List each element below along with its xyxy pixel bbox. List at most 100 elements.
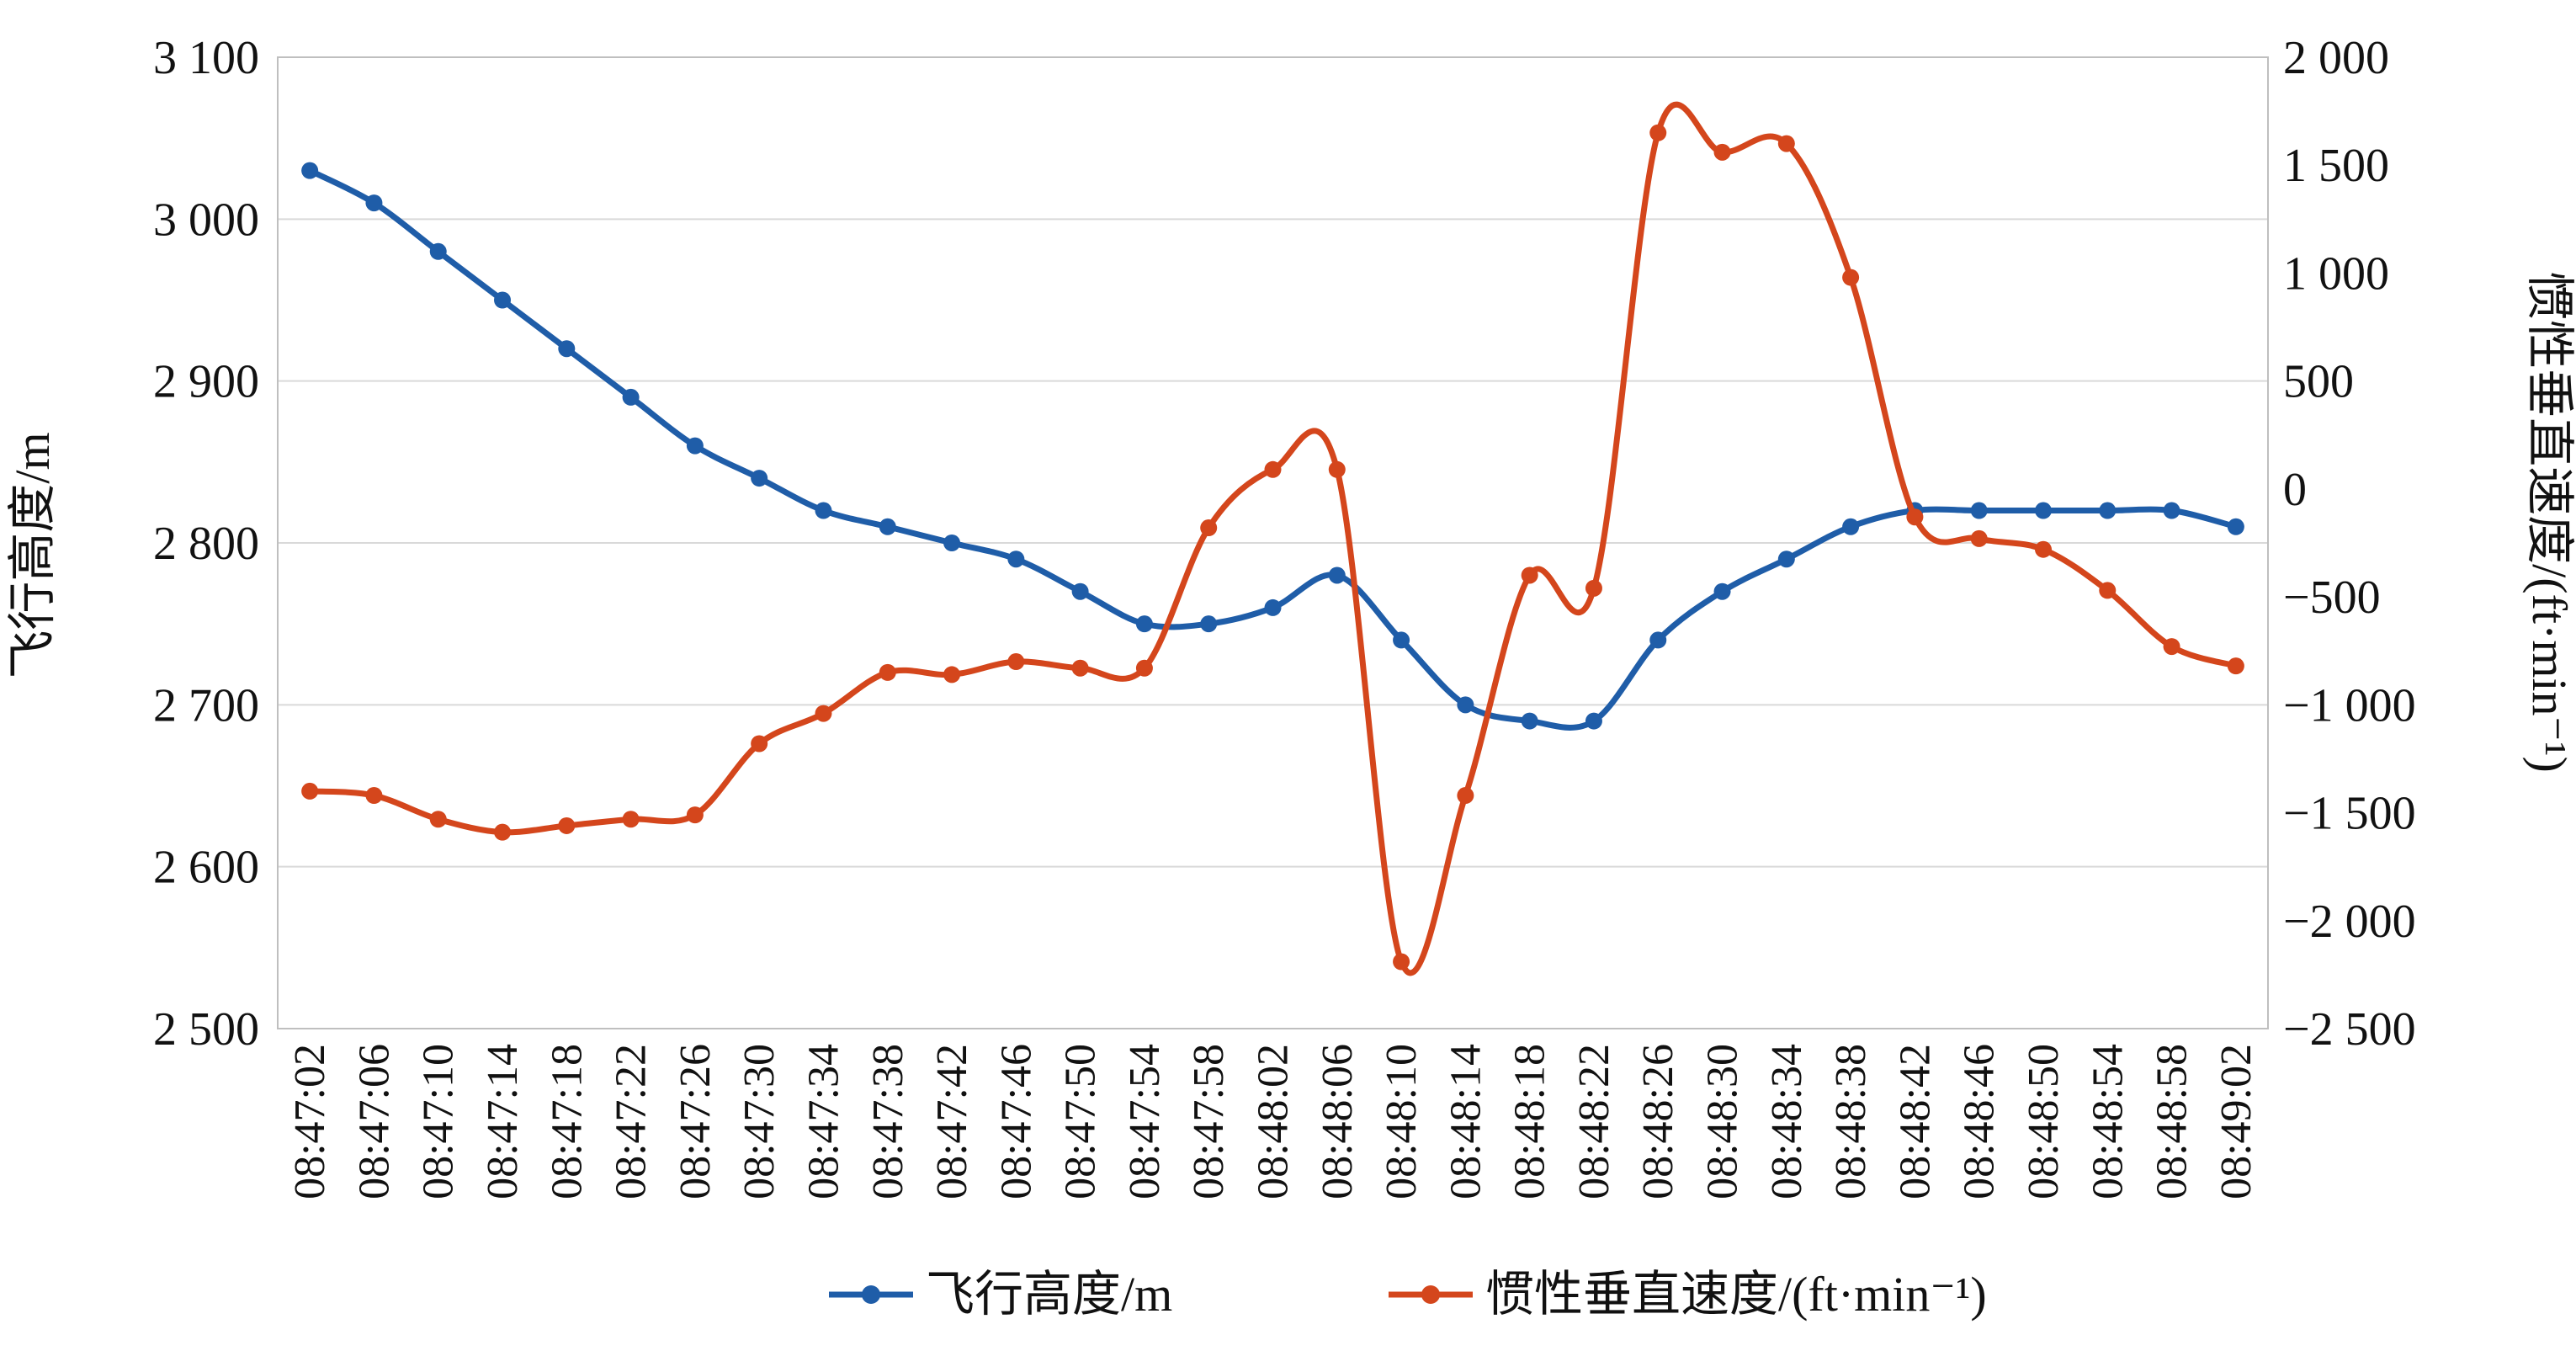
legend-marker-altitude: [862, 1285, 880, 1304]
left-axis-title: 飞行高度/m: [5, 432, 60, 678]
data-point: [622, 388, 640, 406]
right-axis-tick-label: −1 000: [2283, 679, 2416, 731]
data-point: [686, 437, 704, 455]
data-point: [2163, 502, 2180, 519]
data-point: [1457, 696, 1474, 714]
x-axis-tick-label: 08:48:06: [1314, 1044, 1362, 1199]
data-point: [301, 782, 319, 800]
legend-item-vertical-speed: 惯性垂直速度/(ft·min⁻¹): [1389, 1267, 1987, 1322]
left-axis-tick-label: 2 700: [153, 679, 259, 731]
data-point: [1842, 269, 1860, 286]
left-axis-tick-label: 2 500: [153, 1003, 259, 1056]
data-point: [2227, 657, 2244, 675]
series-line-altitude: [306, 168, 2239, 731]
x-axis-tick-label: 08:47:22: [608, 1044, 656, 1199]
x-axis-tick-label: 08:48:58: [2148, 1044, 2196, 1199]
series-line-vertical-speed: [306, 101, 2239, 976]
x-axis-tick-label: 08:47:14: [479, 1044, 527, 1199]
right-axis-tick-label: 1 500: [2283, 140, 2389, 192]
data-point: [1842, 518, 1860, 535]
gridlines: [278, 218, 2268, 868]
data-point: [1777, 135, 1795, 152]
data-point: [429, 811, 447, 828]
x-axis-tick-label: 08:47:06: [350, 1044, 398, 1199]
data-point: [2227, 518, 2244, 535]
data-point: [1970, 502, 1988, 519]
data-point: [1007, 551, 1025, 568]
right-axis-title: 惯性垂直速度/(ft·min⁻¹): [2522, 271, 2576, 773]
x-axis-tick-label: 08:48:30: [1699, 1044, 1747, 1199]
data-point: [686, 806, 704, 824]
legend: 飞行高度/m 惯性垂直速度/(ft·min⁻¹): [829, 1267, 1987, 1322]
data-point: [879, 663, 896, 681]
x-axis-tick-label: 08:47:30: [736, 1044, 783, 1199]
data-point: [1521, 566, 1538, 584]
x-axis-tick-label: 08:47:54: [1121, 1044, 1169, 1199]
x-axis-tick-label: 08:48:34: [1763, 1044, 1811, 1199]
x-axis-tick-label: 08:47:18: [543, 1044, 591, 1199]
data-point: [943, 666, 961, 683]
data-point: [365, 787, 383, 805]
x-axis-tick-label: 08:48:02: [1250, 1044, 1298, 1199]
data-point: [1713, 582, 1731, 600]
data-point: [1457, 787, 1474, 805]
right-axis-tick-label: −2 500: [2283, 1003, 2416, 1056]
data-point: [494, 823, 512, 841]
data-point: [1777, 551, 1795, 568]
left-axis-tick-label: 2 600: [153, 842, 259, 894]
data-point: [2099, 502, 2117, 519]
right-axis-tick-label: −1 500: [2283, 788, 2416, 840]
x-axis-tick-label: 08:47:50: [1057, 1044, 1105, 1199]
series-vertical-speed: [301, 101, 2244, 976]
data-point: [1649, 124, 1667, 141]
x-axis-tick-label: 08:47:34: [799, 1044, 847, 1199]
plot-area-frame: [277, 56, 2269, 1029]
x-axis-tick-label: 08:47:26: [672, 1044, 720, 1199]
x-axis-tick-label: 08:48:18: [1506, 1044, 1554, 1199]
x-axis-tick-label: 08:48:42: [1891, 1044, 1939, 1199]
right-axis-tick-label: 2 000: [2283, 32, 2389, 84]
x-axis-tick-label: 08:47:58: [1185, 1044, 1233, 1199]
series-layer: [301, 101, 2244, 976]
data-point: [751, 735, 768, 753]
left-axis-tick-label: 3 000: [153, 194, 259, 246]
left-axis-tick-labels: 2 500 2 600 2 700 2 800 2 900 3 000 3 100: [153, 32, 259, 1056]
data-point: [1393, 953, 1410, 971]
x-axis-tick-label: 08:48:22: [1570, 1044, 1618, 1199]
data-point: [1135, 615, 1153, 633]
data-point: [815, 705, 832, 722]
data-point: [1713, 143, 1731, 161]
data-point: [1007, 653, 1025, 671]
data-point: [815, 502, 832, 519]
x-axis-tick-label: 08:48:38: [1827, 1044, 1875, 1199]
data-point: [1521, 712, 1538, 730]
data-point: [1906, 508, 1924, 526]
x-axis-tick-label: 08:47:38: [864, 1044, 912, 1199]
data-point: [1393, 631, 1410, 649]
data-point: [558, 340, 576, 358]
legend-item-altitude: 飞行高度/m: [829, 1267, 1172, 1322]
data-point: [1585, 579, 1602, 597]
data-point: [558, 816, 576, 834]
data-point: [1264, 598, 1282, 616]
data-point: [2099, 582, 2117, 599]
data-point: [879, 518, 896, 535]
x-axis-tick-label: 08:48:46: [1956, 1044, 2004, 1199]
data-point: [2163, 638, 2180, 656]
data-point: [365, 194, 383, 212]
x-axis-tick-labels: 08:47:02 08:47:06 08:47:10 08:47:14 08:47:18…: [286, 1044, 2260, 1199]
data-point: [1264, 460, 1282, 478]
left-axis-tick-label: 2 800: [153, 518, 259, 570]
right-axis-tick-label: 0: [2283, 464, 2307, 516]
x-axis-tick-label: 08:48:10: [1378, 1044, 1426, 1199]
data-point: [1328, 460, 1346, 478]
data-point: [1970, 529, 1988, 547]
legend-label-altitude: 飞行高度/m: [926, 1267, 1172, 1322]
x-axis-tick-label: 08:48:14: [1442, 1044, 1490, 1199]
data-point: [1071, 582, 1089, 600]
data-point: [2034, 540, 2052, 558]
data-point: [622, 811, 640, 828]
data-point: [1649, 631, 1667, 649]
legend-marker-vertical-speed: [1421, 1285, 1440, 1304]
